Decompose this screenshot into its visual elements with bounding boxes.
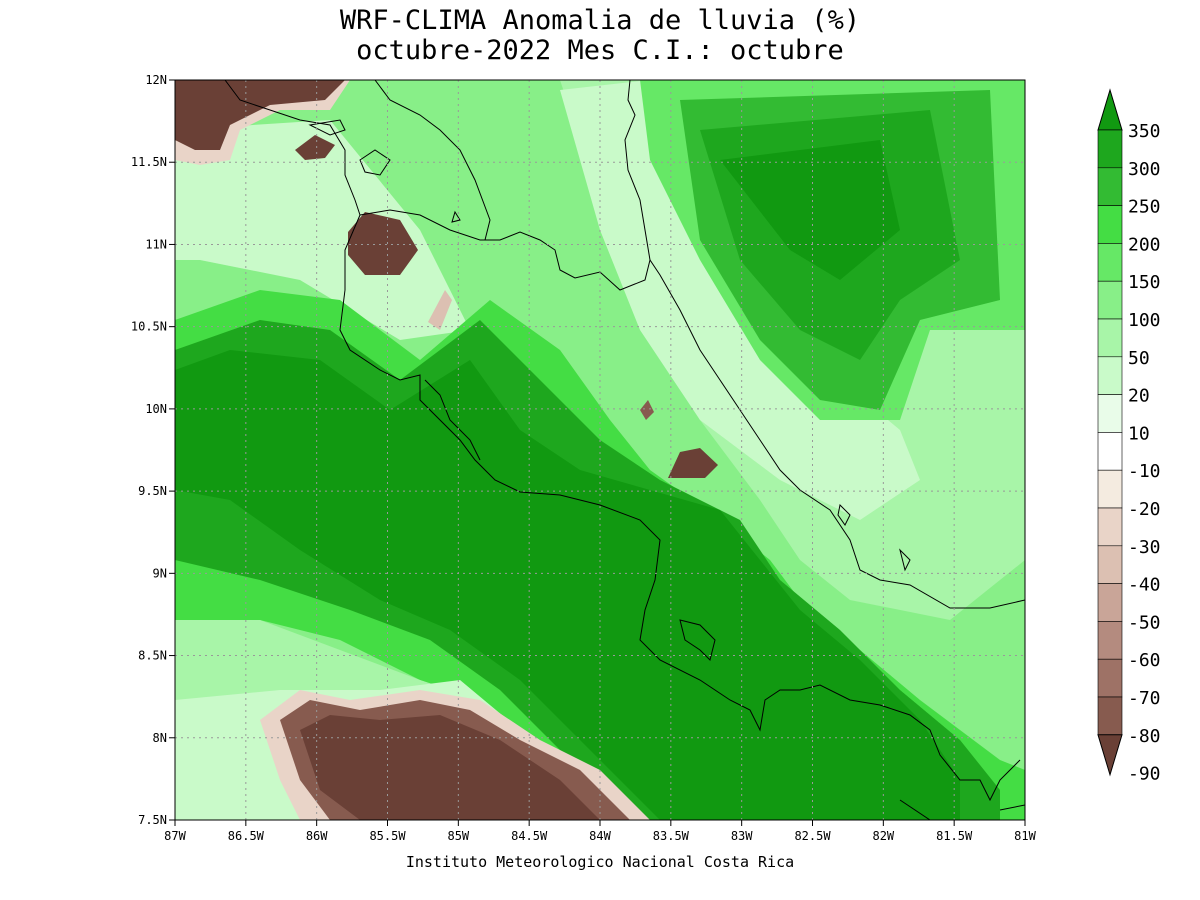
- colorbar-label: -20: [1128, 499, 1161, 520]
- colorbar-label: 150: [1128, 272, 1161, 293]
- colorbar-swatch: [1097, 658, 1123, 698]
- lon-tick-label: 85W: [447, 829, 469, 843]
- colorbar-swatch: [1097, 696, 1123, 736]
- lon-tick-label: 84W: [589, 829, 611, 843]
- grid-lines: [175, 80, 1025, 820]
- axis-ticks: 87W 86.5W 86W 85.5W 85W 84.5W 84W 83.5W 83W 82.5W…: [131, 73, 1037, 843]
- colorbar-label: 250: [1128, 197, 1161, 218]
- lon-tick-label: 85.5W: [369, 829, 406, 843]
- colorbar-swatch: [1097, 507, 1123, 547]
- colorbar-swatch: [1097, 205, 1123, 244]
- colorbar-swatch: [1097, 167, 1123, 206]
- coastline-outline: [224, 80, 1025, 820]
- lat-tick-label: 11N: [145, 237, 167, 251]
- lon-tick-label: 86W: [306, 829, 328, 843]
- colorbar-swatch: [1097, 394, 1123, 433]
- lon-tick-label: 81.5W: [936, 829, 973, 843]
- lat-tick-label: 8.5N: [138, 649, 167, 663]
- lat-tick-label: 9.5N: [138, 484, 167, 498]
- colorbar-swatch: [1097, 621, 1123, 660]
- map-title: WRF-CLIMA Anomalia de lluvia (%) octubre…: [175, 6, 1025, 66]
- colorbar-label: -70: [1128, 688, 1161, 709]
- colorbar-label: 350: [1128, 121, 1161, 142]
- lon-tick-label: 82W: [872, 829, 894, 843]
- lat-tick-label: 10N: [145, 402, 167, 416]
- colorbar-label: 200: [1128, 234, 1161, 255]
- lon-tick-label: 82.5W: [794, 829, 831, 843]
- colorbar-label: 300: [1128, 159, 1161, 180]
- colorbar-swatch: [1097, 469, 1123, 509]
- lon-tick-label: 83W: [731, 829, 753, 843]
- colorbar-label: -50: [1128, 612, 1161, 633]
- colorbar-swatch: [1097, 318, 1123, 358]
- lat-tick-label: 10.5N: [131, 320, 167, 334]
- lat-tick-label: 7.5N: [138, 813, 167, 827]
- colorbar-swatch: [1097, 432, 1123, 471]
- map-title-line-1: WRF-CLIMA Anomalia de lluvia (%): [339, 5, 861, 36]
- lon-tick-label: 83.5W: [653, 829, 690, 843]
- lat-tick-label: 9N: [153, 566, 167, 580]
- lat-tick-label: 11.5N: [131, 155, 167, 169]
- colorbar-label: 10: [1128, 423, 1150, 444]
- colorbar-label: 100: [1128, 310, 1161, 331]
- colorbar-swatch: [1097, 129, 1123, 169]
- footer-credit: Instituto Meteorologico Nacional Costa R…: [405, 853, 795, 871]
- colorbar-swatch: [1097, 583, 1123, 622]
- colorbar-swatch: [1097, 243, 1123, 282]
- colorbar-label: -90: [1128, 764, 1161, 785]
- colorbar: 350 300 250 200 150 100 50 20 10 -10 -20 -30 -40 -50 -…: [1097, 88, 1161, 785]
- rainfall-anomaly-field: [175, 80, 1025, 820]
- lon-tick-label: 84.5W: [511, 829, 548, 843]
- colorbar-label: 50: [1128, 348, 1150, 369]
- colorbar-label: -30: [1128, 537, 1161, 558]
- lon-tick-label: 81W: [1014, 829, 1036, 843]
- lon-tick-label: 87W: [164, 829, 186, 843]
- map-title-line-2: octubre-2022 Mes C.I.: octubre: [356, 35, 844, 66]
- colorbar-label: 20: [1128, 386, 1150, 407]
- lat-tick-label: 12N: [145, 73, 167, 87]
- colorbar-top-arrow: [1097, 88, 1123, 131]
- colorbar-bottom-arrow: [1097, 734, 1123, 777]
- colorbar-label: -40: [1128, 575, 1161, 596]
- lon-tick-label: 86.5W: [228, 829, 265, 843]
- colorbar-label: -60: [1128, 650, 1161, 671]
- colorbar-label: -80: [1128, 726, 1161, 747]
- lat-tick-label: 8N: [153, 731, 167, 745]
- colorbar-swatch: [1097, 545, 1123, 584]
- colorbar-swatch: [1097, 280, 1123, 320]
- colorbar-swatch: [1097, 356, 1123, 395]
- colorbar-label: -10: [1128, 461, 1161, 482]
